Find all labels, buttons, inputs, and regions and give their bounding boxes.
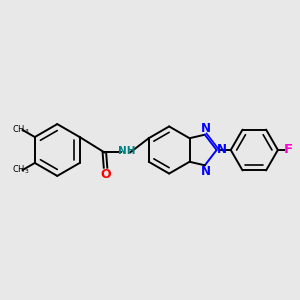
Text: F: F bbox=[283, 143, 292, 157]
Text: N: N bbox=[201, 122, 211, 135]
Text: N: N bbox=[201, 165, 211, 178]
Text: NH: NH bbox=[118, 146, 135, 156]
Text: $\mathregular{CH_3}$: $\mathregular{CH_3}$ bbox=[12, 164, 30, 176]
Text: $\mathregular{CH_3}$: $\mathregular{CH_3}$ bbox=[12, 124, 30, 136]
Text: N: N bbox=[217, 143, 227, 156]
Text: O: O bbox=[100, 168, 111, 181]
